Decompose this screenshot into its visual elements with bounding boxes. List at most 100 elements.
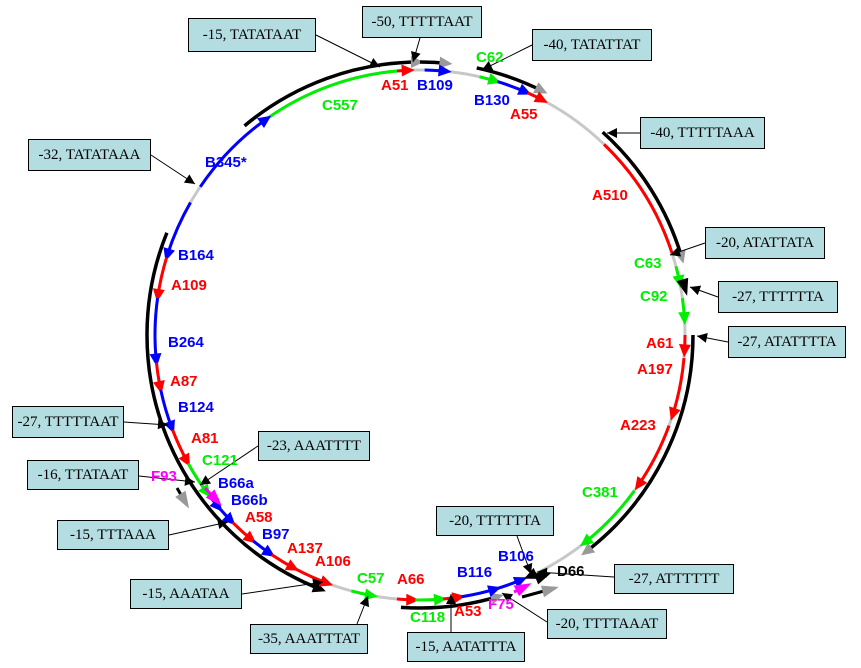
gene-label: A66 (397, 571, 425, 588)
promoter-callout: -20, TTTTAAAT (547, 609, 667, 639)
gene-label: A53 (454, 603, 482, 620)
promoter-callout: -20, TTTTTTA (436, 506, 554, 536)
gene-arc-c92-arrowhead (678, 311, 691, 326)
gene-label: B109 (417, 77, 453, 94)
gene-label: A81 (191, 430, 219, 447)
callout-arrowhead (607, 128, 617, 138)
gene-label: C118 (410, 609, 446, 626)
promoter-callout: -40, TATATTAT (532, 29, 652, 61)
gene-arc-c381-arrowhead (580, 533, 595, 547)
gene-label: C63 (634, 255, 662, 272)
gene-label: B116 (457, 564, 493, 581)
promoter-callout: -15, TTTAAA (57, 520, 169, 550)
strand-f75-arrowhead (540, 585, 559, 598)
promoter-callout: -35, AAATTTAT (250, 624, 368, 654)
strand-f93-arrowhead (175, 490, 190, 509)
gene-label: D66 (557, 563, 585, 580)
callout-line (536, 571, 615, 578)
gene-label: B130 (474, 92, 510, 109)
promoter-callout: -16, TTATAAT (27, 460, 139, 490)
gene-label: C57 (357, 570, 385, 587)
gene-arc-b66b-arrowhead (221, 511, 236, 526)
promoter-callout: -32, TATATAAA (28, 139, 151, 171)
gene-arc-a197-arrowhead (669, 406, 681, 421)
gene-label: B124 (178, 399, 214, 416)
callout-arrowhead (482, 61, 494, 70)
strand-top-2-arrowhead (438, 56, 453, 69)
callout-arrowhead (446, 594, 456, 604)
gene-arc-a87-arrowhead (153, 379, 165, 394)
gene-arc-c557 (267, 69, 398, 120)
callout-arrowhead (522, 562, 533, 574)
promoter-callout: -20, ATATTATA (705, 227, 825, 259)
gene-label: C62 (476, 49, 504, 66)
gene-arc-f75-arrowhead (513, 583, 532, 597)
callout-line (168, 521, 229, 536)
callout-line (315, 34, 381, 68)
gene-arc-a66-arrowhead (406, 593, 420, 606)
gene-label: A223 (620, 417, 656, 434)
gene-label: B97 (262, 526, 290, 543)
strand-c92-mark-arrowhead (676, 277, 689, 296)
gene-label: A510 (592, 187, 628, 204)
gene-arc-a510 (603, 143, 674, 254)
gene-label: C381 (582, 484, 618, 501)
gene-label: A106 (315, 553, 351, 570)
gene-label: A87 (170, 373, 198, 390)
callout-arrowhead (502, 593, 514, 603)
gene-label: B66b (231, 492, 268, 509)
gene-arc-a55-arrowhead (533, 91, 548, 103)
promoter-callout: -15, AAATAA (130, 579, 242, 609)
gene-label: B345* (205, 154, 247, 171)
promoter-callout: -23, AAATTTT (258, 431, 370, 461)
callout-arrowhead (670, 247, 682, 257)
gene-label: B164 (178, 247, 214, 264)
gene-arc-c118-arrowhead (433, 593, 447, 606)
gene-arc-c121-arrowhead (198, 483, 211, 498)
gene-arc-b264 (153, 297, 160, 363)
callout-arrowhead (359, 596, 369, 608)
promoter-callout: -50, TTTTTAAT (362, 6, 482, 38)
gene-arc-b345-star (199, 116, 269, 188)
strand-top-right-arrowhead (533, 82, 548, 94)
gene-label: C92 (640, 288, 668, 305)
callout-arrowhead (690, 285, 702, 296)
strand-right-lower-arrowhead (581, 542, 596, 556)
gene-arc-a81-arrowhead (178, 452, 191, 467)
promoter-callout: -27, ATATTTTA (728, 326, 846, 358)
gene-label: A58 (245, 509, 273, 526)
gene-arc-b124-arrowhead (163, 419, 175, 434)
callout-arrowhead (184, 475, 195, 486)
gene-arc-b345-star-arrowhead (257, 115, 272, 129)
callout-arrowhead (217, 519, 228, 530)
gene-label: F93 (151, 468, 177, 485)
promoter-callout: -27, TTTTTAAT (12, 406, 124, 438)
gene-label: A51 (381, 77, 409, 94)
gene-arc-a58-arrowhead (242, 530, 257, 544)
gene-label: C557 (322, 97, 358, 114)
promoter-callout: -27, ATTTTTT (614, 564, 734, 594)
promoter-callout: -40, TTTTTAAA (640, 117, 765, 149)
promoter-callout: -15, TATATAAT (188, 18, 316, 52)
gene-label: C121 (202, 452, 238, 469)
gene-label: F75 (488, 596, 514, 613)
gene-arc-a106-arrowhead (318, 575, 334, 587)
strand-right-lower (583, 334, 695, 555)
gene-label: A137 (287, 540, 323, 557)
callout-arrowhead (200, 475, 212, 485)
backbone-circle (153, 68, 687, 602)
strand-d66-arrowhead (533, 572, 552, 585)
gene-arc-a109-arrowhead (152, 288, 165, 302)
gene-arc-a137-arrowhead (284, 559, 300, 571)
gene-label: A109 (171, 277, 207, 294)
callout-arrowhead (411, 51, 421, 62)
gene-label: A55 (510, 106, 538, 123)
gene-label: B264 (168, 334, 204, 351)
callout-arrowhead (312, 578, 323, 589)
gene-arc-b130-arrowhead (517, 83, 532, 95)
gene-arc-a51-arrowhead (401, 64, 415, 77)
strand-top (243, 60, 421, 128)
strand-bottom-arrowhead (489, 592, 504, 605)
strand-left (145, 232, 323, 592)
